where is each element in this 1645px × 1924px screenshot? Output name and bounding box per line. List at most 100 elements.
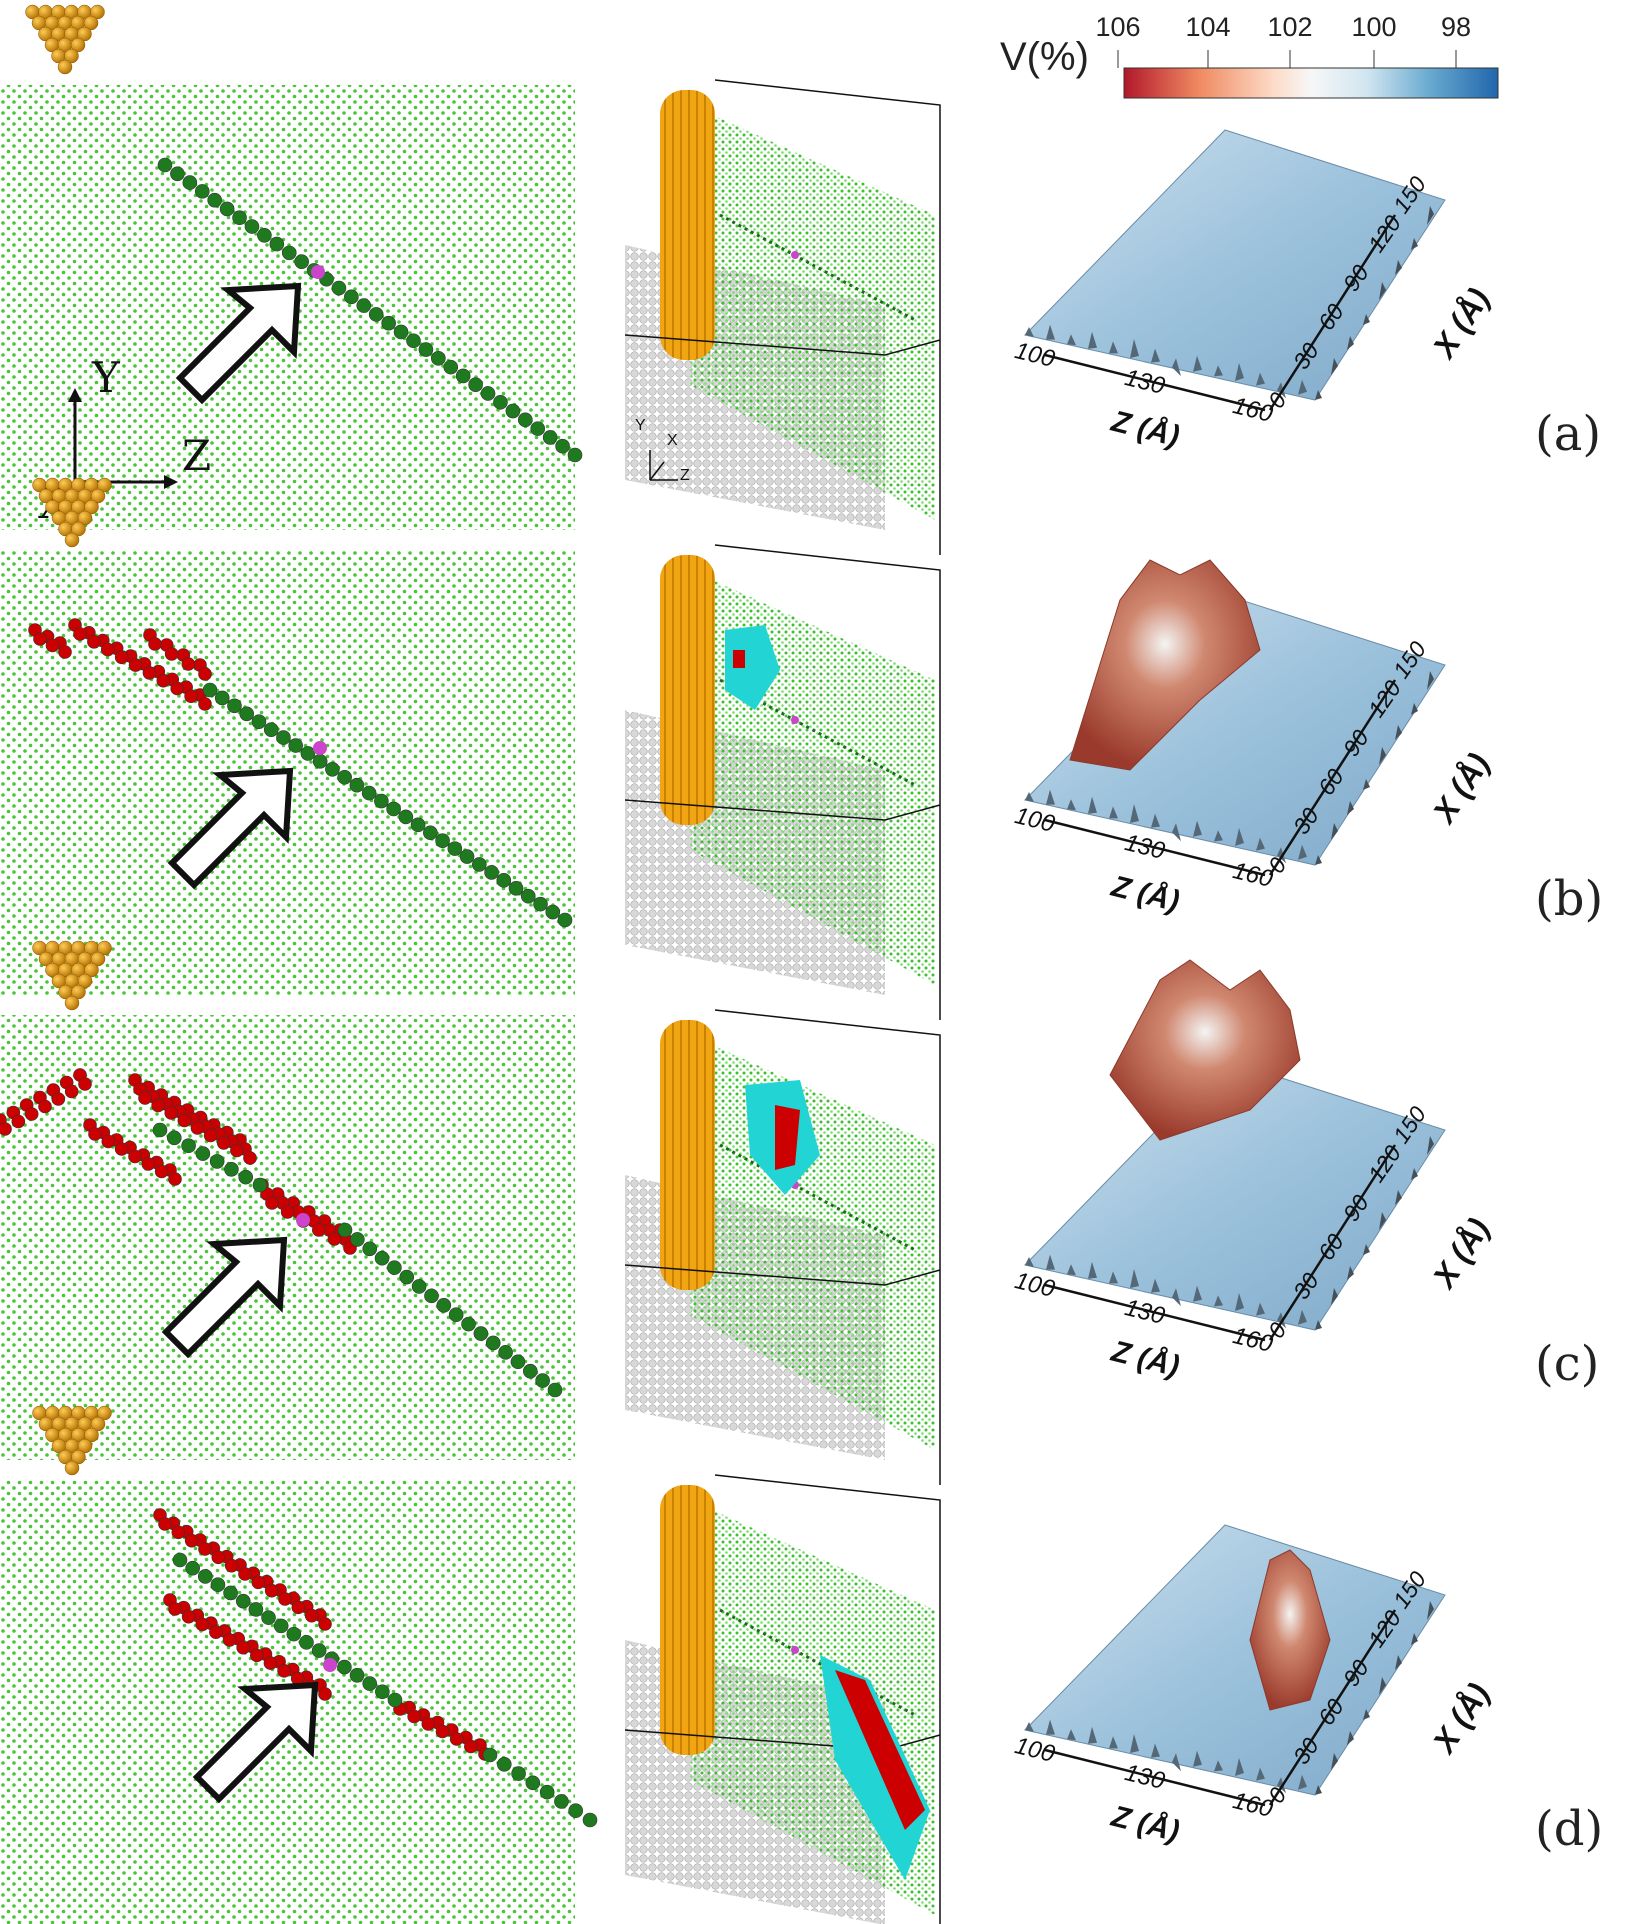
stacking-fault-atom: [203, 1128, 218, 1143]
z-axis-label-2d: Z: [182, 431, 211, 480]
dislocation-atom: [299, 1635, 314, 1650]
indenter-tip-atom: [84, 962, 99, 978]
surface-spike: [1347, 801, 1354, 815]
stacking-fault-atom: [141, 1157, 156, 1171]
surface-spike: [1379, 747, 1386, 765]
y-arrowhead-icon: [68, 388, 82, 402]
dislocation-atom: [344, 289, 359, 305]
stacking-fault-atom: [216, 1136, 231, 1150]
dislocation-atom: [223, 1585, 238, 1601]
surface-spike: [1067, 1729, 1076, 1741]
surface-spike: [1395, 260, 1402, 275]
simulation-box: [624, 544, 941, 1020]
lattice-2d: [0, 1015, 575, 1460]
dislocation-atom: [525, 1775, 541, 1791]
dislocation-atom: [202, 682, 218, 698]
dislocation-atom: [281, 245, 297, 261]
stacking-fault-atom: [211, 1550, 226, 1565]
indenter-tip-atom: [84, 499, 99, 515]
surface-spike: [1427, 1136, 1434, 1155]
surface-spike: [1172, 1288, 1181, 1307]
surface-spike: [1427, 671, 1434, 690]
dislocation-atom: [410, 817, 426, 833]
dislocation-3d: [719, 1608, 916, 1717]
dislocation-atom: [398, 809, 414, 825]
dislocation-atom: [582, 1812, 598, 1828]
marker-atom-3d: [791, 716, 799, 724]
x-axis-line: [1268, 214, 1397, 411]
surface-spike: [1214, 1760, 1223, 1772]
stacking-fault-atom: [114, 650, 129, 665]
indenter-tip-atom: [90, 951, 106, 967]
surface-spike: [1130, 1269, 1139, 1288]
strain-surface: [1024, 1524, 1446, 1796]
indenter-tip-atom: [71, 1449, 86, 1465]
dislocation-atom: [411, 1279, 427, 1294]
dislocation-atom: [276, 730, 291, 745]
z-tick-label: 130: [1122, 364, 1168, 400]
surface-spike: [1363, 314, 1370, 325]
indenter-cylinder: [660, 90, 715, 360]
indenter-tip-atom: [64, 532, 80, 548]
dislocation-atom: [311, 1643, 327, 1658]
surface-spike: [1025, 327, 1034, 337]
stacking-fault-atom: [45, 638, 60, 653]
stacking-fault-atom: [250, 1648, 264, 1663]
dislocation-atom: [362, 1241, 378, 1257]
surface-spike: [1109, 806, 1118, 819]
surface-spike: [1151, 1278, 1160, 1293]
indenter-tip-atom: [77, 510, 93, 526]
stacking-fault-atom: [318, 1617, 332, 1631]
dislocation-atom: [170, 166, 185, 182]
surface-spike: [1298, 379, 1307, 395]
surface-spike: [1315, 1320, 1322, 1330]
surface-spike: [1067, 1264, 1076, 1276]
stacking-fault-atom: [407, 1709, 421, 1724]
indenter-tip-atom: [83, 15, 99, 31]
surface-spike: [1214, 1295, 1223, 1307]
dislocation-atom: [337, 1222, 353, 1238]
burgers-arrow-icon: [161, 1236, 288, 1359]
indenter-tip-atom: [90, 488, 106, 504]
dislocation-atom: [418, 342, 434, 357]
dislocation-atom: [443, 359, 459, 375]
surface-spike: [1172, 823, 1181, 842]
marker-atom: [323, 1658, 337, 1672]
dislocation-atom: [545, 904, 561, 920]
stacking-fault-atom: [114, 1142, 129, 1156]
indenter-tip-atom: [97, 940, 112, 956]
stacking-fault-atom: [238, 1567, 252, 1581]
dislocation-atom: [195, 1146, 211, 1161]
indenter-cylinder: [660, 1485, 715, 1755]
colorbar-tick-label: 104: [1185, 12, 1230, 42]
surface-spike: [1067, 799, 1076, 811]
indenter-tip-atom: [71, 984, 86, 1000]
z-tick-label: 100: [1012, 337, 1058, 373]
stacking-fault-atom: [277, 1664, 291, 1678]
z-arrowhead-icon: [164, 475, 178, 489]
stacking-fault-atom: [190, 1121, 205, 1135]
z-tick-label: 100: [1012, 1732, 1058, 1768]
dislocation-atom: [480, 386, 496, 401]
stacking-fault-atom: [318, 1687, 332, 1701]
dislocation-atom: [166, 1130, 182, 1146]
dislocation-atom: [511, 1766, 526, 1781]
dislocation-atom: [286, 1626, 302, 1642]
surface-spike: [1315, 855, 1322, 865]
stacking-fault-atom: [177, 1113, 192, 1128]
z-axis-label: Z (Å): [1107, 870, 1182, 919]
surface-spike: [1347, 1731, 1354, 1745]
indenter-cylinder: [660, 1020, 715, 1290]
marker-atom: [296, 1213, 310, 1227]
stacking-fault-atom: [101, 1134, 116, 1149]
dislocation-atom: [461, 1316, 476, 1332]
surface-spike: [1298, 844, 1307, 860]
red-cluster: [775, 1105, 800, 1170]
stacking-fault-atom: [464, 1739, 478, 1754]
stacking-fault-atom: [421, 1717, 436, 1731]
dislocation-3d: [719, 213, 916, 322]
slip-plane-3d: [690, 105, 935, 520]
x-axis-label: X (Å): [1425, 1677, 1497, 1761]
